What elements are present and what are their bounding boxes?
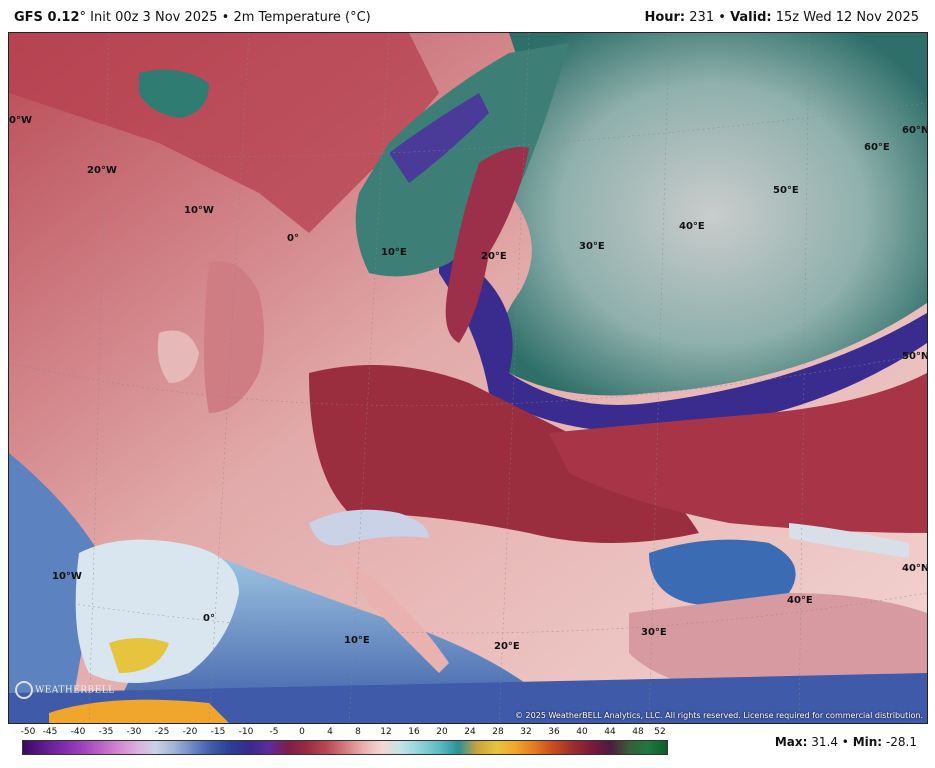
scale-tick-labels: -50 -45 -40 -35 -30 -25 -20 -15 -10 -5 0 4 8 12 16 20 24…: [20, 727, 666, 739]
scale-tick-label: 8: [355, 727, 361, 737]
hour-label: Hour:: [644, 10, 686, 25]
label-lon-0: 0°: [287, 233, 299, 244]
valid-time: Hour: 231 • Valid: 15z Wed 12 Nov 2025: [644, 10, 919, 25]
max-min-stats: Max: 31.4 • Min: -28.1: [775, 735, 917, 749]
scale-tick-label: 0: [299, 727, 305, 737]
label-lon-20e: 20°E: [481, 251, 507, 262]
label-lat-60n: 60°N: [902, 125, 927, 136]
scale-tick-label: -15: [210, 727, 226, 737]
label-south-10e: 10°E: [344, 635, 370, 646]
scale-tick-label: -45: [42, 727, 58, 737]
label-lon-30e: 30°E: [579, 241, 605, 252]
ireland: [157, 330, 199, 383]
label-lat-50n: 50°N: [902, 351, 927, 362]
scale-tick-label: -20: [182, 727, 198, 737]
label-lon-40e: 40°E: [679, 221, 705, 232]
label-south-40e: 40°E: [787, 595, 813, 606]
grid-labels: 0°W 20°W 10°W 0° 10°E 20°E 30°E 40°E 50°…: [9, 115, 927, 652]
scale-tick-label: 4: [327, 727, 333, 737]
sahara-heat: [49, 699, 229, 723]
stats-separator: •: [841, 735, 849, 749]
norway-coast: [389, 93, 489, 183]
scale-tick-label: -35: [98, 727, 114, 737]
max-value: 31.4: [811, 735, 838, 749]
scale-tick-label: 44: [604, 727, 616, 737]
scale-color-bar: [22, 740, 668, 755]
scale-tick-label: -10: [238, 727, 254, 737]
scale-tick-label: 28: [492, 727, 504, 737]
label-south-0: 0°: [203, 613, 215, 624]
eastern-europe: [549, 373, 927, 533]
hour-value: 231: [689, 10, 715, 25]
scale-tick-label: 32: [520, 727, 532, 737]
map-canvas: 0°W 20°W 10°W 0° 10°E 20°E 30°E 40°E 50°…: [9, 33, 927, 723]
atlantic-cold-pool: [9, 453, 99, 723]
scale-tick-label: 40: [576, 727, 588, 737]
scandinavia: [355, 43, 569, 277]
scale-tick-label: 24: [464, 727, 476, 737]
italy: [339, 553, 449, 673]
scale-tick-label: -25: [154, 727, 170, 737]
label-lat-40n: 40°N: [902, 563, 927, 574]
scale-tick-label: 36: [548, 727, 560, 737]
label-south-20e: 20°E: [494, 641, 520, 652]
central-europe: [309, 365, 699, 543]
alps: [309, 509, 429, 546]
label-south-30e: 30°E: [641, 627, 667, 638]
temperature-map: 0°W 20°W 10°W 0° 10°E 20°E 30°E 40°E 50°…: [8, 32, 928, 724]
label-lon-10w: 10°W: [184, 205, 214, 216]
iceland: [139, 69, 209, 118]
scale-tick-label: 12: [380, 727, 392, 737]
graticule: [9, 33, 927, 723]
label-lon-10e: 10°E: [381, 247, 407, 258]
russia-cold-region: [497, 33, 927, 396]
scale-tick-label: 16: [408, 727, 420, 737]
black-sea: [649, 539, 796, 607]
north-atlantic-warm-band: [9, 33, 439, 233]
baltic-sea: [445, 147, 529, 343]
scale-tick-label: -30: [126, 727, 142, 737]
label-lon-30w: 0°W: [9, 115, 32, 126]
north-africa-coast: [9, 673, 927, 723]
valid-label: Valid:: [730, 10, 772, 25]
model-run-title: GFS 0.12° Init 00z 3 Nov 2025 • 2m Tempe…: [14, 10, 371, 25]
max-label: Max:: [774, 735, 808, 749]
iberia-warm-spot: [109, 638, 169, 673]
init-text: ° Init 00z 3 Nov 2025 • 2m Temperature (…: [79, 10, 371, 25]
scale-tick-label: 52: [654, 727, 666, 737]
scale-tick-label: -40: [70, 727, 86, 737]
label-south-10w: 10°W: [52, 571, 82, 582]
scale-tick-label: -50: [20, 727, 36, 737]
min-label: Min:: [852, 735, 883, 749]
valid-value: 15z Wed 12 Nov 2025: [775, 10, 919, 25]
turkey: [629, 593, 927, 693]
model-name: GFS 0.12: [14, 10, 80, 25]
caucasus: [789, 523, 909, 558]
scale-tick-label: 20: [436, 727, 448, 737]
scale-tick-label: -5: [269, 727, 279, 737]
great-britain: [204, 261, 264, 413]
freezing-line-band: [439, 243, 927, 433]
copyright-notice: © 2025 WeatherBELL Analytics, LLC. All r…: [515, 711, 923, 720]
min-value: -28.1: [885, 735, 917, 749]
label-lon-60e: 60°E: [864, 142, 890, 153]
label-lon-50e: 50°E: [773, 185, 799, 196]
header-bar: GFS 0.12° Init 00z 3 Nov 2025 • 2m Tempe…: [0, 0, 935, 32]
weatherbell-logo: WEATHERBELL: [15, 681, 115, 699]
header-separator: •: [718, 10, 726, 25]
scale-tick-label: 48: [632, 727, 644, 737]
label-lon-20w: 20°W: [87, 165, 117, 176]
